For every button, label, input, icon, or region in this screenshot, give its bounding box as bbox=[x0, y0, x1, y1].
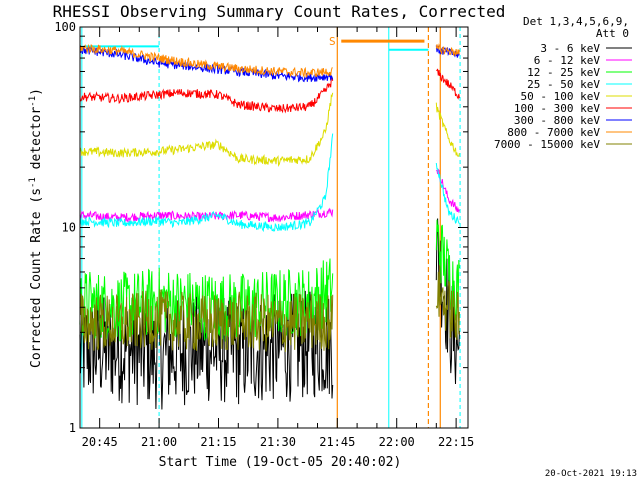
legend-entry-label: 7000 - 15000 keV bbox=[494, 138, 600, 151]
series-line bbox=[435, 162, 460, 224]
x-tick-label: 21:00 bbox=[141, 435, 177, 449]
y-axis-label: Corrected Count Rate (s-1 detector-1) bbox=[28, 88, 44, 368]
series-line bbox=[79, 43, 333, 79]
chart-title: RHESSI Observing Summary Count Rates, Co… bbox=[53, 2, 506, 21]
legend-entry-label: 6 - 12 keV bbox=[534, 54, 601, 67]
saa-label: S bbox=[329, 35, 336, 48]
legend-header: Att 0 bbox=[596, 27, 629, 40]
x-tick-label: 21:45 bbox=[319, 435, 355, 449]
series-line bbox=[79, 76, 334, 114]
series-line bbox=[79, 289, 334, 353]
series-line bbox=[79, 133, 334, 233]
legend-entry-label: 100 - 300 keV bbox=[514, 102, 600, 115]
x-tick-label: 21:15 bbox=[200, 435, 236, 449]
y-tick-label: 100 bbox=[54, 20, 76, 34]
series-25-50kev bbox=[79, 133, 460, 233]
legend-entry-label: 50 - 100 keV bbox=[521, 90, 601, 103]
series-line bbox=[435, 102, 460, 157]
legend-entry-label: 25 - 50 keV bbox=[527, 78, 600, 91]
y-tick-label: 1 bbox=[69, 421, 76, 435]
series-7000-15000kev bbox=[79, 264, 460, 353]
legend-entry-label: 3 - 6 keV bbox=[540, 42, 600, 55]
legend-entry-label: 300 - 800 keV bbox=[514, 114, 600, 127]
legend-entry-label: 800 - 7000 keV bbox=[507, 126, 600, 139]
x-tick-label: 20:45 bbox=[82, 435, 118, 449]
series-line bbox=[79, 290, 334, 410]
series-6-12kev bbox=[79, 168, 460, 224]
x-axis: 20:45 21:00 21:15 21:30 21:45 22:00 22:15 bbox=[82, 27, 474, 449]
series-800-7000kev bbox=[79, 43, 460, 79]
y-tick-label: 10 bbox=[62, 221, 76, 235]
series-line bbox=[435, 43, 460, 56]
series-line bbox=[79, 92, 334, 167]
y-axis: 1 10 100 bbox=[54, 20, 468, 435]
series-100-300kev bbox=[79, 68, 460, 114]
plot-area: S bbox=[79, 27, 461, 428]
series-line bbox=[435, 264, 460, 340]
series-300-800kev bbox=[79, 45, 460, 83]
series-50-100kev bbox=[79, 92, 460, 167]
legend-header: Det 1,3,4,5,6,9, bbox=[523, 15, 629, 28]
legend-entry-label: 12 - 25 keV bbox=[527, 66, 600, 79]
footer-timestamp: 20-Oct-2021 19:13 bbox=[545, 469, 637, 479]
x-tick-label: 22:00 bbox=[379, 435, 415, 449]
x-tick-label: 22:15 bbox=[438, 435, 474, 449]
x-tick-label: 21:30 bbox=[260, 435, 296, 449]
x-axis-label: Start Time (19-Oct-05 20:40:02) bbox=[159, 455, 402, 470]
series-line bbox=[436, 68, 460, 100]
